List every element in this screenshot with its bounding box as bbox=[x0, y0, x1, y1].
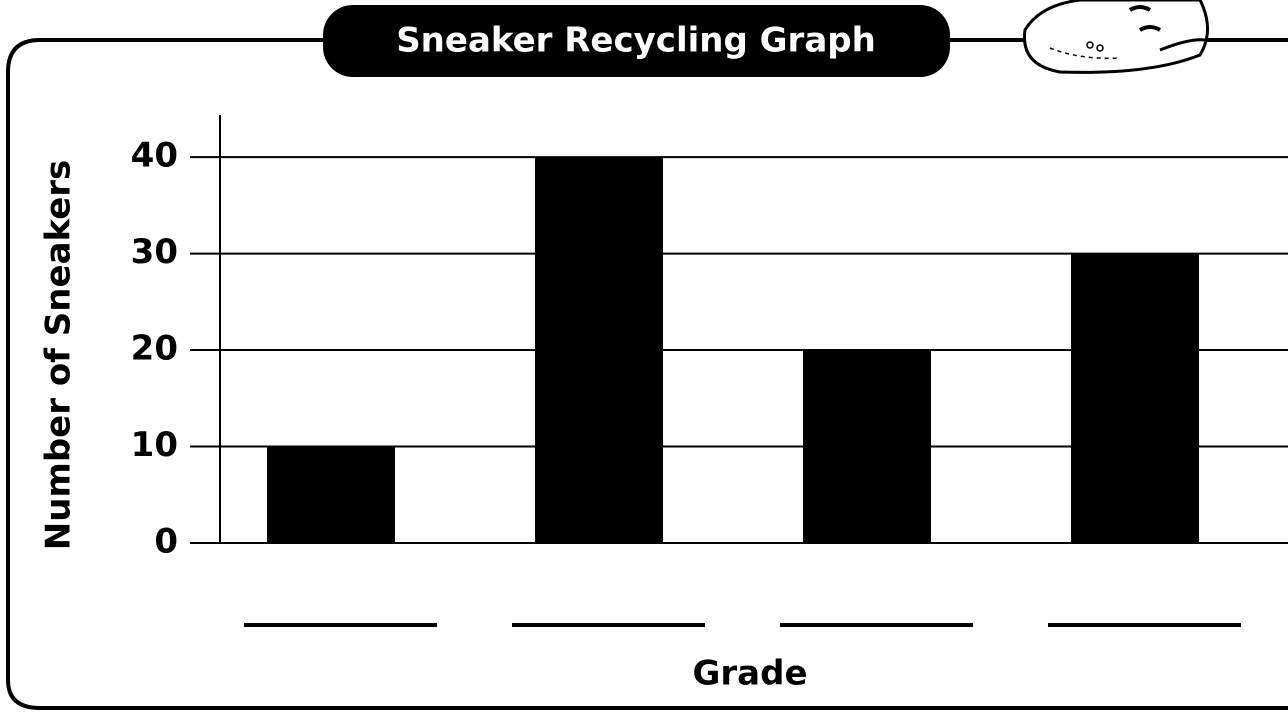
bar bbox=[803, 350, 931, 543]
bar bbox=[1071, 254, 1199, 543]
bar bbox=[535, 157, 663, 543]
y-tick-label: 0 bbox=[154, 522, 178, 562]
y-tick-label: 10 bbox=[131, 425, 178, 465]
y-axis-title: Number of Sneakers bbox=[39, 160, 79, 551]
chart-title: Sneaker Recycling Graph bbox=[396, 21, 876, 61]
y-tick-label: 40 bbox=[131, 136, 178, 176]
chart: Sneaker Recycling Graph Number of Sneake… bbox=[0, 0, 1288, 712]
page: {"chart_data": {"type": "bar", "title": … bbox=[0, 0, 1288, 712]
x-axis-title: Grade bbox=[692, 654, 807, 694]
sneaker-illustration bbox=[1024, 0, 1207, 72]
bar bbox=[267, 447, 395, 543]
y-tick-label: 20 bbox=[131, 329, 178, 369]
y-tick-label: 30 bbox=[131, 232, 178, 272]
